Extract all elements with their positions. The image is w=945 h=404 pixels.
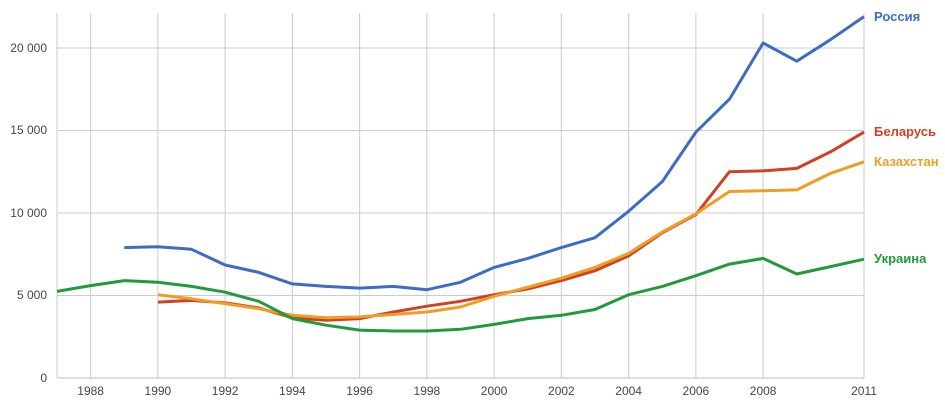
x-tick-label-2000: 2000 — [480, 384, 508, 398]
x-tick-label-2008: 2008 — [749, 384, 777, 398]
y-tick-label-20000: 20 000 — [10, 40, 47, 55]
series-label-ukraine[interactable]: Украина — [874, 251, 927, 267]
series-label-russia[interactable]: Россия — [874, 8, 921, 24]
x-tick-label-2002: 2002 — [548, 384, 575, 398]
y-tick-label-5000: 5 000 — [16, 288, 47, 303]
series-line-ukraine[interactable] — [56, 256, 865, 333]
x-tick-label-1992: 1992 — [211, 384, 239, 398]
x-tick-label-2006: 2006 — [682, 384, 710, 398]
x-tick-label-1988: 1988 — [77, 384, 104, 398]
y-tick-label-0: 0 — [40, 371, 47, 385]
series-label-belarus[interactable]: Беларусь — [874, 124, 936, 140]
series-label-kazakhstan[interactable]: Казахстан — [874, 153, 939, 169]
x-tick-label-2004: 2004 — [615, 384, 642, 398]
x-tick-label-1994: 1994 — [279, 384, 306, 398]
y-tick-label-15000: 15 000 — [10, 123, 47, 138]
x-tick-label-1990: 1990 — [144, 384, 172, 398]
series-line-kazakhstan[interactable] — [157, 160, 865, 320]
x-tick-label-2011: 2011 — [851, 384, 877, 398]
series-line-russia[interactable] — [124, 15, 865, 292]
y-tick-label-10000: 10 000 — [10, 205, 47, 220]
x-tick-label-1996: 1996 — [346, 384, 373, 398]
x-tick-label-1998: 1998 — [413, 384, 441, 398]
